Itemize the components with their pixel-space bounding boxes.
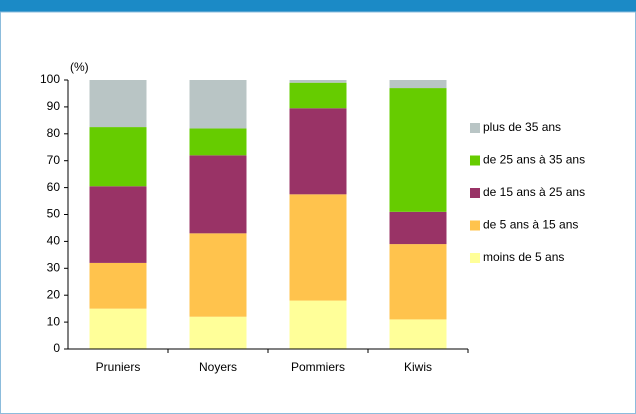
bar-segment <box>389 88 447 212</box>
top-bar <box>0 0 636 12</box>
x-tick-label: Pommiers <box>291 360 345 374</box>
legend-label: de 15 ans à 25 ans <box>483 185 585 199</box>
bar-segment <box>189 233 247 317</box>
legend-label: de 25 ans à 35 ans <box>483 153 585 167</box>
bar-segment <box>189 80 247 129</box>
y-tick-label: 40 <box>47 234 61 248</box>
y-tick-label: 30 <box>47 260 61 274</box>
bar-segment <box>289 194 347 301</box>
bar-segment <box>289 82 347 109</box>
bar-segment <box>89 262 147 309</box>
y-axis-label: (%) <box>70 60 89 74</box>
bar-segment <box>389 319 447 349</box>
bar-segment <box>189 316 247 349</box>
legend-label: plus de 35 ans <box>483 120 561 134</box>
legend-swatch <box>470 253 480 263</box>
y-tick-label: 20 <box>47 287 61 301</box>
y-tick-label: 100 <box>40 72 60 86</box>
y-tick-label: 10 <box>47 314 61 328</box>
x-tick-label: Kiwis <box>404 360 432 374</box>
bar-segment <box>89 127 147 187</box>
bar-segment <box>389 244 447 320</box>
x-tick-label: Noyers <box>199 360 237 374</box>
bar-segment <box>289 300 347 349</box>
legend-swatch <box>470 220 480 231</box>
y-tick-label: 80 <box>47 126 61 140</box>
legend-label: moins de 5 ans <box>483 250 564 264</box>
bar-segment <box>89 80 147 128</box>
y-tick-label: 0 <box>53 341 60 355</box>
bar-segment <box>289 108 347 195</box>
legend-swatch <box>470 188 480 198</box>
legend-swatch <box>470 123 480 133</box>
y-tick-label: 50 <box>47 207 61 221</box>
bar-segment <box>89 186 147 263</box>
bar-segment <box>189 155 247 234</box>
y-tick-label: 70 <box>47 153 61 167</box>
legend-swatch <box>470 155 480 166</box>
x-tick-label: Pruniers <box>96 360 141 374</box>
bar-segment <box>89 308 147 349</box>
y-tick-label: 90 <box>47 99 61 113</box>
bar-segment <box>389 80 447 89</box>
y-tick-label: 60 <box>47 180 61 194</box>
bar-segment <box>389 211 447 245</box>
bar-segment <box>289 80 347 83</box>
legend-label: de 5 ans à 15 ans <box>483 218 578 232</box>
bar-segment <box>189 128 247 156</box>
